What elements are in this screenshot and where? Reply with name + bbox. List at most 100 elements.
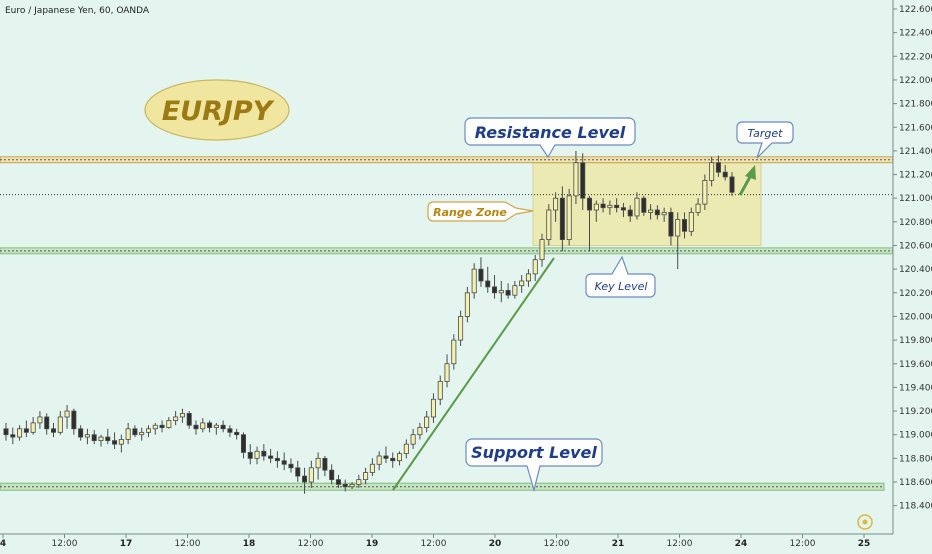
y-tick-label: 122.200 <box>899 52 932 62</box>
y-tick-label: 120.600 <box>899 242 932 252</box>
resistance-callout: Resistance Level <box>464 117 636 159</box>
y-tick-label: 121.800 <box>899 100 932 110</box>
candle-body <box>593 203 599 211</box>
candle-body <box>335 479 341 485</box>
candle-body <box>641 197 647 213</box>
candle-body <box>57 416 63 433</box>
y-tick-label: 121.200 <box>899 171 932 181</box>
candle-body <box>437 381 443 400</box>
x-tick-label: 19 <box>366 539 379 549</box>
candle-body <box>410 434 416 445</box>
candle-body <box>580 162 586 199</box>
y-tick-label: 121.600 <box>899 123 932 133</box>
candle-body <box>17 428 23 438</box>
candle-body <box>722 171 728 178</box>
candle-body <box>464 292 470 317</box>
candle-body <box>397 453 403 462</box>
candle-body <box>112 440 118 445</box>
candle-body <box>668 211 674 237</box>
candle-body <box>512 285 518 296</box>
candle-body <box>356 479 362 485</box>
candle-body <box>295 467 301 477</box>
candle-body <box>329 469 335 481</box>
candle-body <box>458 316 464 341</box>
candle-body <box>363 472 369 481</box>
y-tick-label: 119.400 <box>899 383 932 393</box>
overlays-layer <box>392 257 555 491</box>
candle-body <box>478 268 484 282</box>
x-tick-label: 12:00 <box>175 539 201 549</box>
candle-body <box>240 434 246 453</box>
candle-body <box>105 436 111 442</box>
candle-body <box>281 460 287 465</box>
candle-body <box>37 416 43 424</box>
candle-body <box>254 450 260 459</box>
candle-body <box>173 416 179 421</box>
x-tick-label: 12:00 <box>298 539 324 549</box>
candle-body <box>200 422 206 430</box>
candle-body <box>10 434 16 438</box>
candle-body <box>729 176 735 193</box>
y-tick-label: 118.600 <box>899 478 932 488</box>
candle-body <box>607 204 613 209</box>
candle-body <box>627 209 633 217</box>
y-tick-label: 118.400 <box>899 502 932 512</box>
candle-body <box>566 195 572 240</box>
candle-body <box>193 424 199 430</box>
title-text: EURJPY <box>162 96 275 127</box>
x-tick-label: 12:00 <box>790 539 816 549</box>
title-badge: EURJPY <box>144 79 290 141</box>
candle-body <box>702 180 708 205</box>
title-ellipse <box>144 79 290 141</box>
candle-body <box>3 428 9 436</box>
y-tick-label: 122.600 <box>899 5 932 15</box>
support-label: Support Level <box>471 443 597 462</box>
candle-body <box>376 455 382 465</box>
candle-body <box>268 455 274 459</box>
target-arrow-head <box>745 165 756 180</box>
candle-body <box>620 207 626 211</box>
candle-body <box>498 290 504 294</box>
x-tick-label: 21 <box>612 539 625 549</box>
key-level-label: Key Level <box>595 280 648 293</box>
candle-body <box>234 431 240 436</box>
candle-body <box>166 420 172 429</box>
y-tick-label: 120.400 <box>899 265 932 275</box>
candle-body <box>634 197 640 217</box>
candle-body <box>525 273 531 282</box>
candle-body <box>417 427 423 436</box>
candle-body <box>532 259 538 275</box>
candle-body <box>403 443 409 455</box>
candle-body <box>519 280 525 287</box>
candle-body <box>315 457 321 469</box>
x-tick-label: 20 <box>489 539 502 549</box>
candle-body <box>152 424 158 430</box>
candle-body <box>539 239 545 261</box>
symbol-header: Euro / Japanese Yen, 60, OANDA <box>5 6 150 16</box>
candle-body <box>492 286 498 294</box>
x-tick-label: 12:00 <box>421 539 447 549</box>
support-callout: Support Level <box>465 438 603 493</box>
x-tick-label: 12:00 <box>52 539 78 549</box>
candle-body <box>675 219 681 237</box>
candle-body <box>661 211 667 216</box>
x-tick-label: 17 <box>120 539 133 549</box>
candle-body <box>505 290 511 296</box>
candle-body <box>383 455 389 459</box>
candle-body <box>302 475 308 483</box>
candle-body <box>179 413 185 418</box>
trendline <box>392 257 555 491</box>
candle-body <box>485 280 491 288</box>
candle-body <box>390 457 396 462</box>
y-tick-label: 121.400 <box>899 147 932 157</box>
candle-body <box>118 439 124 445</box>
range-zone-callout: Range Zone <box>427 201 534 222</box>
candle-body <box>682 219 688 232</box>
x-tick-label: 24 <box>735 539 748 549</box>
candle-body <box>261 450 267 457</box>
candle-body <box>709 162 715 181</box>
candle-body <box>84 434 90 438</box>
candle-body <box>30 422 36 433</box>
